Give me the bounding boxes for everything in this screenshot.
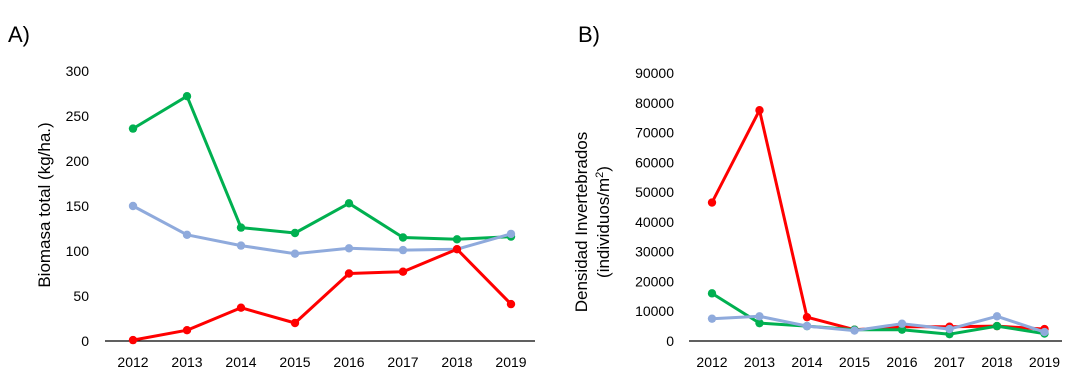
y-axis-label-b-line2: (individuos/m2) — [594, 166, 613, 278]
data-point-a-2 — [128, 335, 138, 345]
chart-panel-a: A) Biomasa total (kg/ha.) 0 50 100 150 200 25… — [8, 22, 535, 370]
data-point-a-2 — [236, 303, 246, 312]
data-point-b-0 — [707, 198, 717, 207]
data-point-b-2 — [1040, 327, 1049, 337]
x-tick-label-a: 2014 — [225, 354, 256, 370]
y-axis-label-b-close: ) — [594, 166, 613, 172]
y-tick-labels-b: 0 10000 20000 30000 40000 50000 60000 70000 8000… — [635, 65, 674, 349]
data-point-a-1 — [290, 249, 300, 258]
series-line-b-1 — [710, 291, 1046, 336]
x-tick-label-a: 2012 — [117, 354, 148, 370]
panel-label-b: B) — [578, 22, 600, 47]
data-point-a-1 — [236, 241, 246, 250]
x-tick-label-a: 2017 — [387, 354, 418, 370]
y-tick-label-b: 80000 — [635, 95, 674, 111]
data-point-b-1 — [992, 321, 1002, 331]
y-tick-label-b: 90000 — [635, 65, 674, 81]
data-point-a-1 — [398, 245, 408, 255]
series-group-b — [707, 106, 1049, 339]
x-tick-label-b: 2013 — [744, 354, 775, 370]
y-tick-label-a: 200 — [66, 153, 90, 169]
y-tick-label-b: 50000 — [635, 184, 674, 200]
panel-label-a: A) — [8, 22, 30, 47]
y-tick-label-b: 30000 — [635, 244, 674, 260]
data-point-a-0 — [398, 233, 408, 242]
data-point-a-2 — [452, 245, 462, 254]
x-tick-label-b: 2018 — [981, 354, 1012, 370]
data-point-a-0 — [182, 92, 192, 101]
data-point-b-0 — [802, 312, 812, 322]
y-tick-label-a: 100 — [66, 243, 90, 259]
series-line-a-1 — [131, 204, 513, 256]
x-tick-label-b: 2016 — [886, 354, 917, 370]
data-point-a-2 — [398, 267, 408, 276]
y-tick-label-a: 300 — [66, 63, 90, 79]
data-point-a-2 — [344, 269, 354, 278]
x-tick-labels-a: 2012 2013 2014 2015 2016 2017 2018 2019 — [117, 354, 526, 370]
data-point-a-2 — [290, 318, 300, 328]
series-line-a-2 — [131, 247, 513, 342]
y-tick-label-b: 60000 — [635, 154, 674, 170]
data-point-a-0 — [290, 228, 300, 238]
data-point-a-0 — [236, 223, 246, 232]
chart-panel-b: B) Densidad Invertebrados (individuos/m2… — [572, 22, 1062, 370]
data-point-b-1 — [707, 289, 717, 298]
y-axis-label-a: Biomasa total (kg/ha.) — [35, 122, 54, 287]
data-point-a-0 — [344, 199, 354, 208]
data-point-b-2 — [945, 324, 954, 334]
data-point-a-1 — [182, 230, 192, 239]
data-point-a-0 — [128, 124, 138, 133]
series-line-a-0 — [131, 94, 513, 241]
x-tick-label-b: 2015 — [839, 354, 870, 370]
data-point-b-2 — [850, 326, 859, 335]
data-point-b-2 — [755, 312, 764, 321]
data-point-b-2 — [707, 314, 717, 323]
x-tick-labels-b: 2012 2013 2014 2015 2016 2017 2018 2019 — [696, 354, 1060, 370]
data-point-a-0 — [452, 235, 462, 244]
data-point-a-2 — [506, 299, 516, 309]
y-tick-label-b: 10000 — [635, 303, 674, 319]
x-tick-label-a: 2019 — [495, 354, 526, 370]
data-point-b-2 — [992, 312, 1002, 321]
data-point-a-1 — [128, 201, 138, 211]
x-tick-label-b: 2014 — [791, 354, 822, 370]
y-tick-label-b: 0 — [666, 333, 674, 349]
x-tick-label-a: 2016 — [333, 354, 364, 370]
y-axis-label-b-unit: (individuos/m — [594, 178, 613, 278]
x-tick-label-a: 2018 — [441, 354, 472, 370]
data-point-b-0 — [755, 106, 764, 115]
y-tick-label-a: 0 — [81, 333, 89, 349]
data-point-b-2 — [802, 321, 812, 331]
data-point-b-1 — [755, 318, 764, 328]
y-tick-label-b: 70000 — [635, 125, 674, 141]
x-tick-label-a: 2013 — [171, 354, 202, 370]
series-line-b-0 — [710, 108, 1046, 332]
y-tick-labels-a: 0 50 100 150 200 250 300 — [66, 63, 90, 349]
y-tick-label-a: 50 — [73, 288, 89, 304]
data-point-a-2 — [182, 326, 192, 335]
y-axis-label-b-superscript: 2 — [594, 172, 606, 178]
series-line-b-2 — [710, 314, 1046, 334]
x-tick-label-b: 2012 — [696, 354, 727, 370]
data-point-a-1 — [506, 229, 516, 239]
y-tick-label-a: 150 — [66, 198, 90, 214]
x-tick-label-a: 2015 — [279, 354, 310, 370]
data-point-b-1 — [897, 325, 907, 334]
x-tick-label-b: 2017 — [934, 354, 965, 370]
y-tick-label-b: 20000 — [635, 273, 674, 289]
data-point-a-1 — [344, 244, 354, 253]
y-axis-label-b-line1: Densidad Invertebrados — [572, 132, 591, 313]
y-tick-label-a: 250 — [66, 108, 90, 124]
x-tick-label-b: 2019 — [1029, 354, 1060, 370]
y-tick-label-b: 40000 — [635, 214, 674, 230]
data-point-b-2 — [897, 319, 907, 328]
series-group-a — [128, 92, 516, 345]
